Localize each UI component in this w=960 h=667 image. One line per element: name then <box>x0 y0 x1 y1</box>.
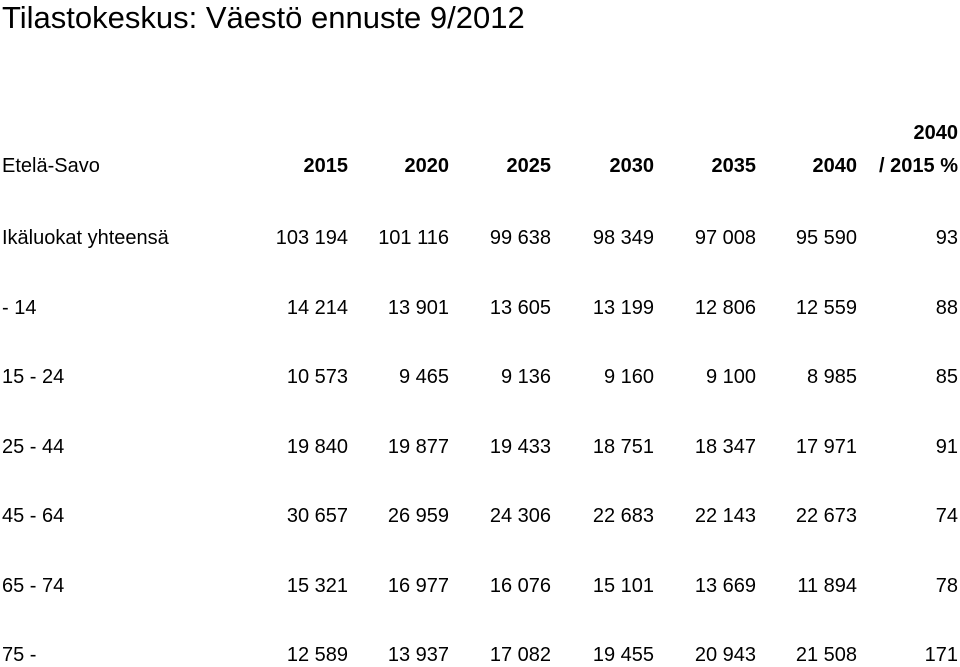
table-cell: 16 977 <box>387 574 449 597</box>
table-cell: 22 673 <box>795 505 857 527</box>
header-cell: 2030 <box>609 155 655 177</box>
table-cell: 97 008 <box>694 227 756 249</box>
table-cell: 26 959 <box>387 505 449 527</box>
table-cell: 99 638 <box>489 227 551 249</box>
table-cell: 93 <box>935 227 958 249</box>
header-cell: 2025 <box>506 155 552 177</box>
row-label: 45 - 64 <box>2 505 65 527</box>
header-cell: / 2015 % <box>879 155 958 177</box>
table-cell: 101 116 <box>378 227 449 249</box>
table-cell: 9 465 <box>398 366 449 388</box>
table-cell: 30 657 <box>286 505 348 527</box>
table-cell: 22 683 <box>592 505 654 527</box>
table-cell: 19 840 <box>286 435 348 458</box>
header-cell: Etelä-Savo <box>2 155 100 177</box>
title: Tilastokeskus: Väestö ennuste 9/2012 <box>2 0 525 35</box>
table-cell: 12 589 <box>286 644 348 666</box>
table-cell: 8 985 <box>806 366 857 388</box>
table-cell: 11 894 <box>797 574 857 597</box>
table-cell: 17 971 <box>795 435 857 458</box>
row-label: Ikäluokat yhteensä <box>2 227 169 249</box>
table-cell: 15 321 <box>286 574 348 597</box>
table-cell: 9 160 <box>603 366 654 388</box>
table-cell: 24 306 <box>489 505 551 527</box>
table-cell: 88 <box>935 296 958 319</box>
header-cell: 2015 <box>303 155 349 177</box>
header-cell: 2035 <box>711 155 757 177</box>
table-cell: 15 101 <box>592 574 654 597</box>
table-cell: 13 901 <box>387 296 449 319</box>
table-cell: 13 669 <box>694 574 756 597</box>
row-label: - 14 <box>2 296 37 319</box>
table-cell: 18 751 <box>592 435 654 458</box>
header-cell: 2040 <box>913 122 959 144</box>
table-cell: 91 <box>935 435 958 458</box>
table-cell: 19 455 <box>592 644 654 666</box>
table-cell: 13 937 <box>387 644 449 666</box>
table-cell: 95 590 <box>795 227 857 249</box>
table-cell: 98 349 <box>592 227 654 249</box>
table-cell: 85 <box>935 366 958 388</box>
table-cell: 171 <box>924 644 958 666</box>
table-cell: 12 559 <box>795 296 857 319</box>
table-cell: 9 136 <box>500 366 551 388</box>
table-cell: 13 605 <box>489 296 551 319</box>
table-cell: 21 508 <box>795 644 857 666</box>
table-cell: 9 100 <box>705 366 756 388</box>
row-label: 65 - 74 <box>2 574 65 597</box>
table-cell: 74 <box>935 505 958 527</box>
table-cell: 12 806 <box>694 296 756 319</box>
table-cell: 19 433 <box>489 435 551 458</box>
table-cell: 16 076 <box>489 574 551 597</box>
row-label: 25 - 44 <box>2 435 65 458</box>
table-cell: 19 877 <box>387 435 449 458</box>
table-cell: 22 143 <box>694 505 756 527</box>
row-label: 15 - 24 <box>2 366 65 388</box>
table-cell: 78 <box>935 574 958 597</box>
table-cell: 20 943 <box>694 644 756 666</box>
table-cell: 18 347 <box>694 435 756 458</box>
header-cell: 2020 <box>404 155 450 177</box>
table-cell: 13 199 <box>592 296 654 319</box>
table-cell: 10 573 <box>286 366 348 388</box>
table-cell: 14 214 <box>286 296 348 319</box>
table-cell: 17 082 <box>489 644 551 666</box>
table-cell: 103 194 <box>275 227 348 249</box>
header-cell: 2040 <box>812 155 858 177</box>
row-label: 75 - <box>2 644 37 666</box>
